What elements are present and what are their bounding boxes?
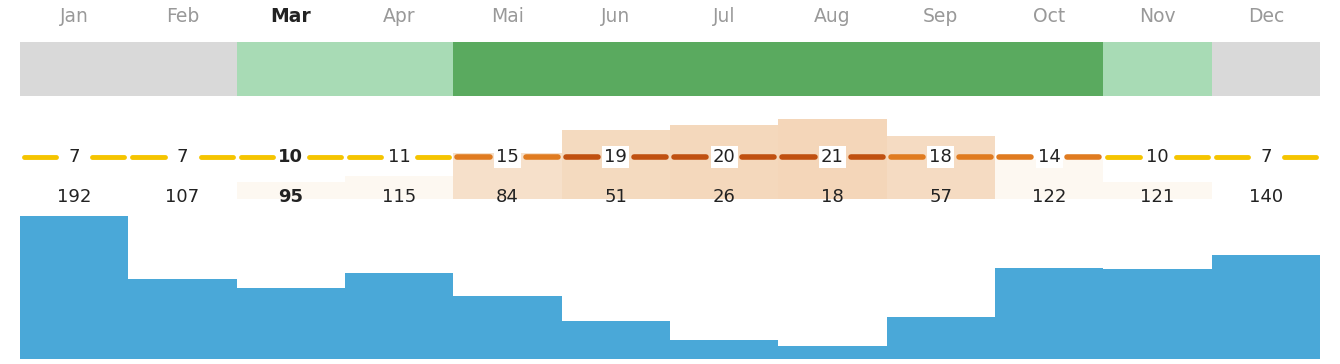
Text: 11: 11 [387,148,410,166]
Text: 18: 18 [930,148,953,166]
Bar [344,273,453,359]
Bar [237,42,344,96]
Bar [129,279,237,359]
Bar [20,216,129,359]
Bar [1103,182,1211,199]
Text: Feb: Feb [166,7,200,25]
Text: Dec: Dec [1248,7,1284,25]
Bar [453,42,561,96]
Text: 20: 20 [713,148,736,166]
Text: 51: 51 [604,188,627,206]
Bar [996,42,1103,96]
Text: 95: 95 [279,188,303,206]
Bar [453,153,561,199]
Bar [779,345,887,359]
Bar [670,42,779,96]
Bar [344,42,453,96]
Text: 26: 26 [713,188,736,206]
Bar [779,42,887,96]
Text: Oct: Oct [1033,7,1065,25]
Bar [670,340,779,359]
Bar [561,42,670,96]
Bar [20,42,129,96]
Bar [779,119,887,199]
Text: 57: 57 [930,188,953,206]
Text: 84: 84 [496,188,519,206]
Bar [561,130,670,199]
Text: 21: 21 [821,148,844,166]
Text: Jul: Jul [713,7,736,25]
Bar [1211,255,1320,359]
Bar [453,296,561,359]
Text: 19: 19 [604,148,627,166]
Text: 192: 192 [58,188,91,206]
Bar [129,42,237,96]
Text: 121: 121 [1140,188,1175,206]
Text: Jan: Jan [60,7,88,25]
Bar [561,321,670,359]
Text: 107: 107 [165,188,200,206]
Bar [1211,42,1320,96]
Text: 122: 122 [1032,188,1067,206]
Text: 7: 7 [1260,148,1272,166]
Text: Mar: Mar [271,7,311,25]
Text: Aug: Aug [815,7,851,25]
Text: Jun: Jun [602,7,630,25]
Text: 7: 7 [68,148,80,166]
Text: 10: 10 [279,148,303,166]
Text: 15: 15 [496,148,519,166]
Bar [670,125,779,199]
Bar [344,176,453,199]
Bar [237,182,344,199]
Bar [1103,269,1211,359]
Text: 18: 18 [821,188,844,206]
Text: 115: 115 [382,188,417,206]
Text: 10: 10 [1146,148,1168,166]
Bar [996,268,1103,359]
Bar [887,317,996,359]
Bar [887,42,996,96]
Text: Mai: Mai [490,7,524,25]
Text: Sep: Sep [923,7,958,25]
Bar [996,159,1103,199]
Text: Apr: Apr [383,7,415,25]
Text: 14: 14 [1037,148,1060,166]
Text: Nov: Nov [1139,7,1175,25]
Bar [237,288,344,359]
Text: 140: 140 [1249,188,1282,206]
Bar [1103,42,1211,96]
Text: 7: 7 [177,148,188,166]
Bar [887,136,996,199]
